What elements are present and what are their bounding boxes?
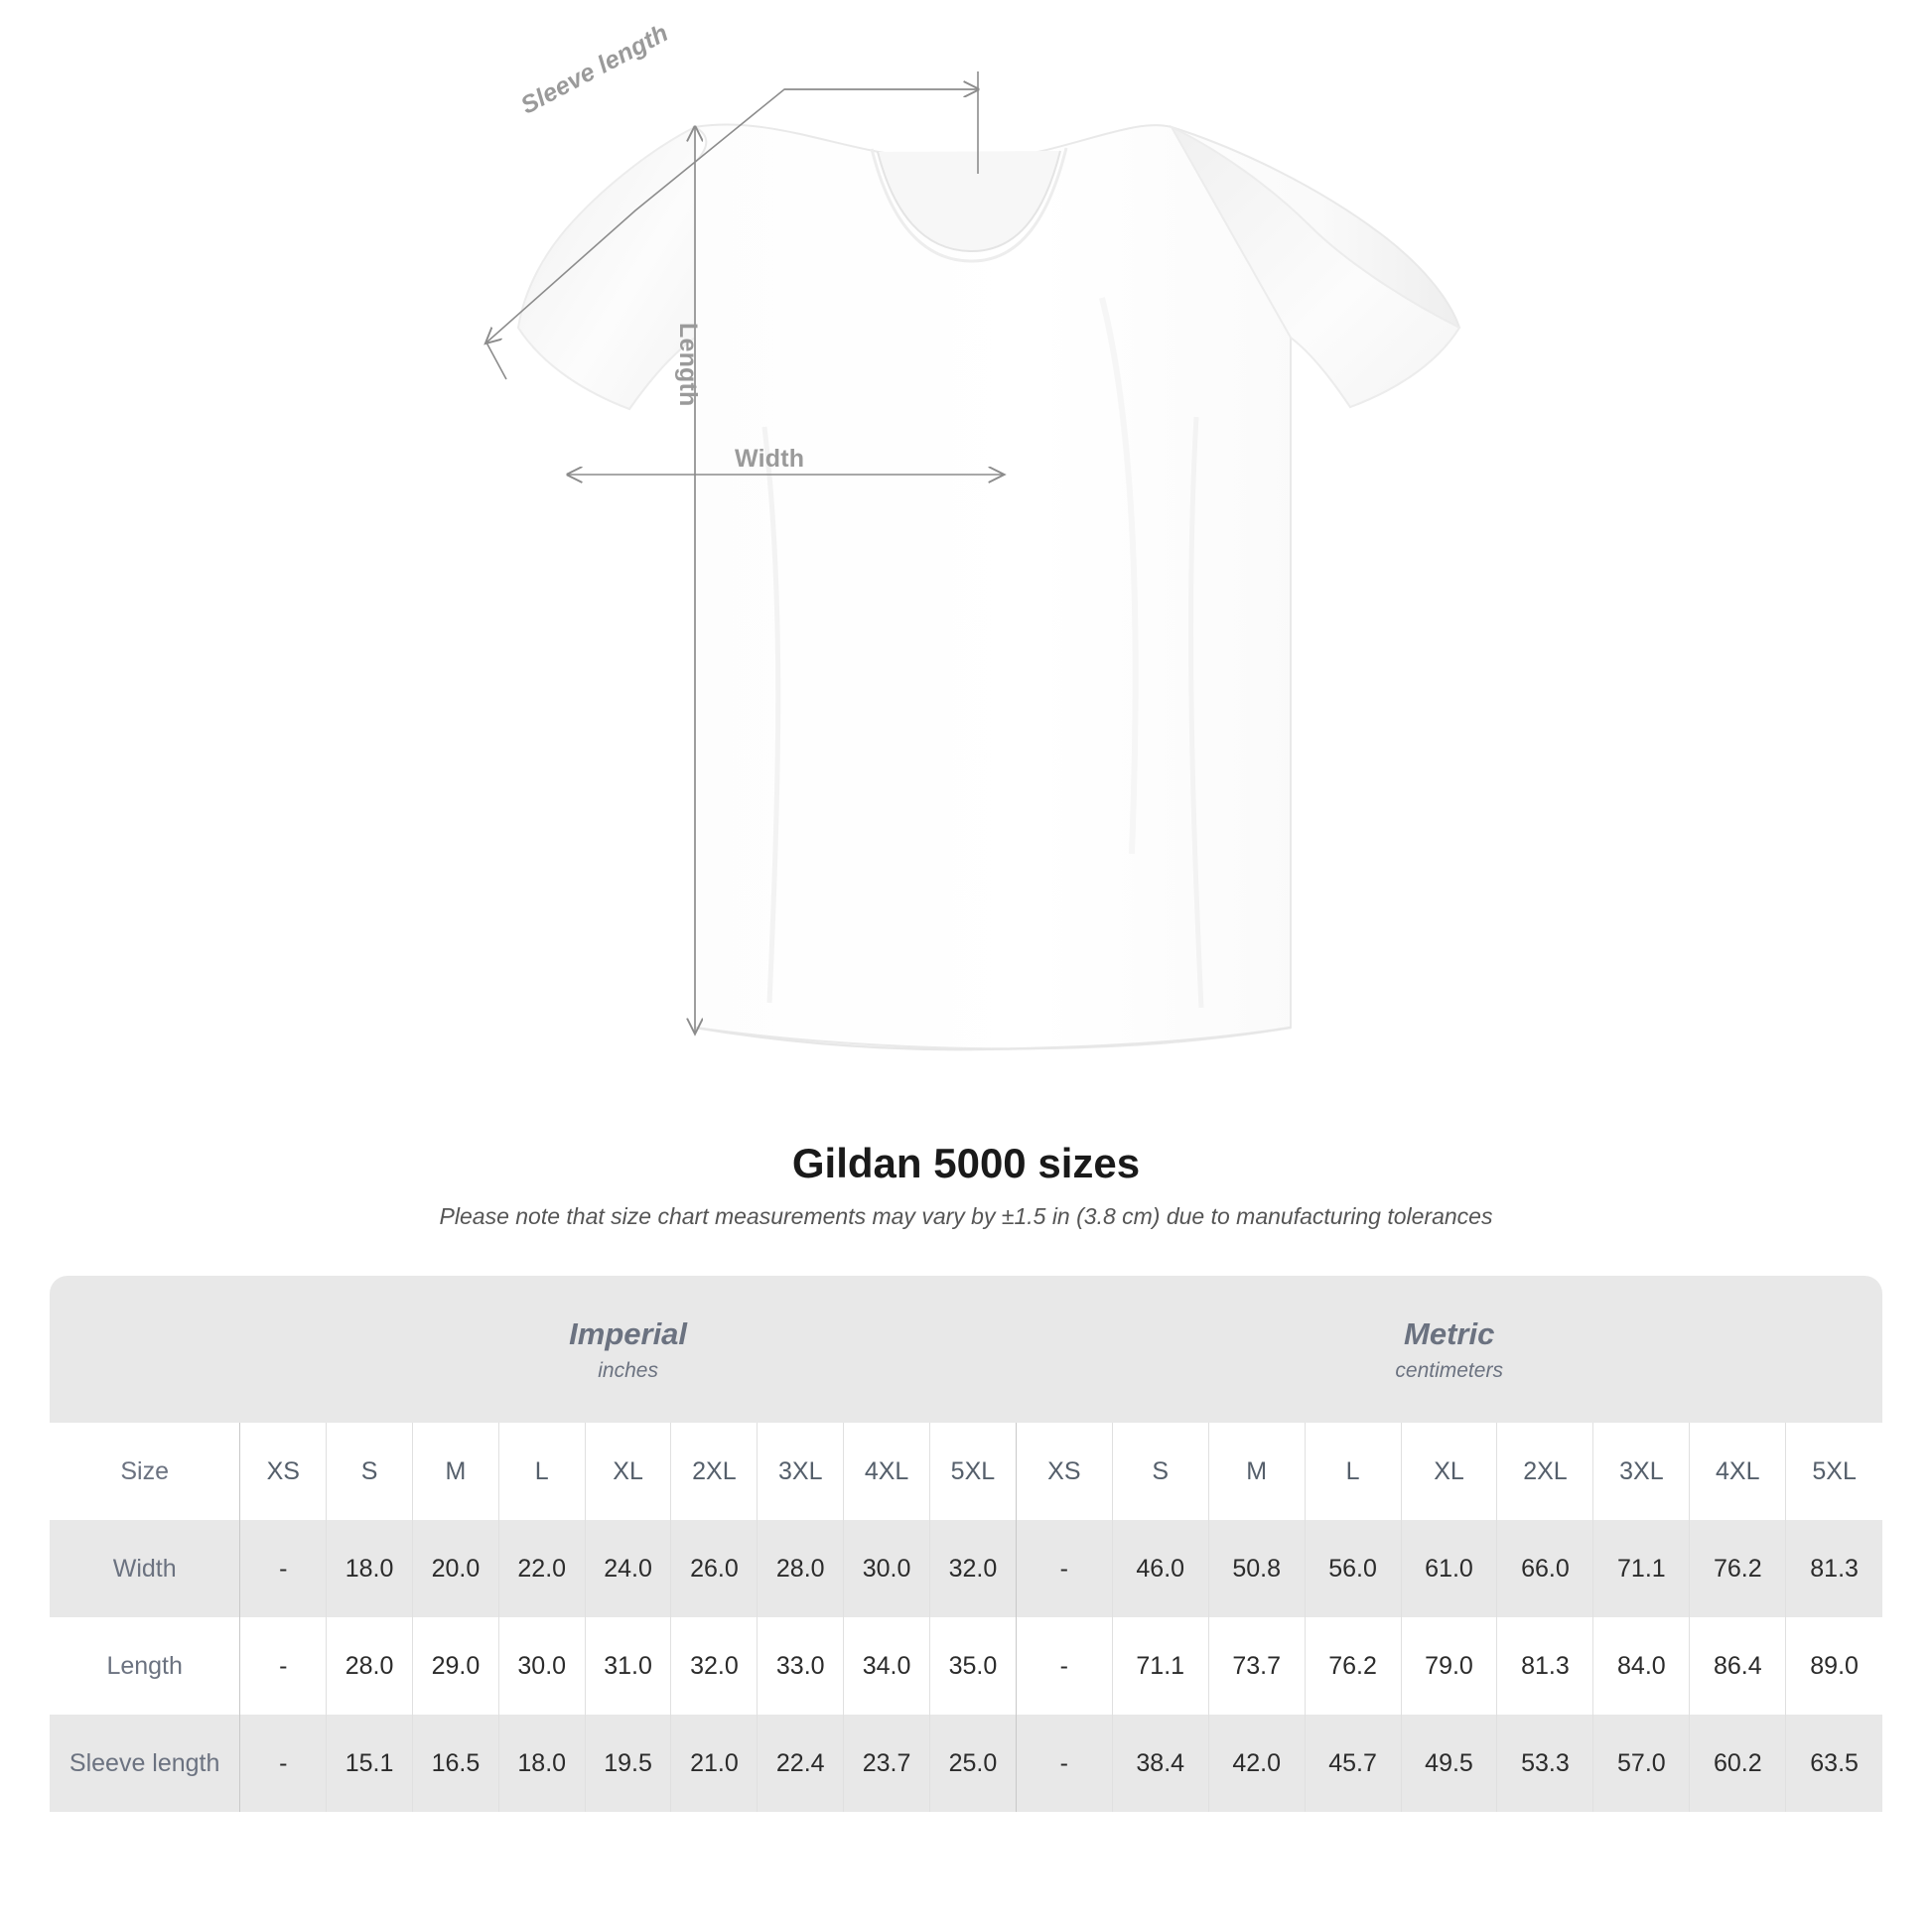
unit-group-name: Imperial bbox=[569, 1316, 688, 1352]
cell-metric-sleeve-length-xs: - bbox=[1015, 1715, 1113, 1812]
size-header-metric-4xl: 4XL bbox=[1689, 1423, 1786, 1520]
cell-metric-sleeve-length-4xl: 60.2 bbox=[1689, 1715, 1786, 1812]
size-chart-table: Imperial inches Metric centimeters Size XS S M L… bbox=[50, 1276, 1882, 1812]
size-header-metric-xl: XL bbox=[1400, 1423, 1497, 1520]
size-header-imperial-xl: XL bbox=[584, 1423, 671, 1520]
cell-imperial-width-m: 20.0 bbox=[412, 1520, 499, 1617]
unit-group-subtitle: inches bbox=[598, 1358, 658, 1382]
cell-imperial-length-l: 30.0 bbox=[497, 1617, 586, 1715]
tshirt-shape bbox=[516, 123, 1461, 1051]
cell-metric-length-5xl: 89.0 bbox=[1785, 1617, 1882, 1715]
size-header-metric-5xl: 5XL bbox=[1785, 1423, 1882, 1520]
size-header-imperial-l: L bbox=[497, 1423, 586, 1520]
cell-metric-width-l: 56.0 bbox=[1304, 1520, 1402, 1617]
cell-imperial-sleeve-length-3xl: 22.4 bbox=[757, 1715, 844, 1812]
cell-imperial-width-xs: - bbox=[239, 1520, 327, 1617]
page-title: Gildan 5000 sizes bbox=[791, 1140, 1141, 1186]
cell-imperial-width-s: 18.0 bbox=[326, 1520, 413, 1617]
cell-metric-length-4xl: 86.4 bbox=[1689, 1617, 1786, 1715]
size-header-imperial-5xl: 5XL bbox=[928, 1423, 1017, 1520]
cell-imperial-length-5xl: 35.0 bbox=[928, 1617, 1017, 1715]
cell-imperial-width-5xl: 32.0 bbox=[928, 1520, 1017, 1617]
row-label-sleeve-length: Sleeve length bbox=[69, 1748, 220, 1777]
cell-imperial-width-2xl: 26.0 bbox=[670, 1520, 758, 1617]
cell-metric-width-s: 46.0 bbox=[1111, 1520, 1209, 1617]
cell-imperial-sleeve-length-m: 16.5 bbox=[412, 1715, 499, 1812]
tshirt-diagram: Sleeve length Length Width bbox=[0, 19, 1461, 1051]
size-header-label: Size bbox=[120, 1456, 169, 1485]
cell-imperial-sleeve-length-xl: 19.5 bbox=[584, 1715, 671, 1812]
size-header-imperial-m: M bbox=[412, 1423, 499, 1520]
cell-metric-length-l: 76.2 bbox=[1304, 1617, 1402, 1715]
cell-imperial-sleeve-length-s: 15.1 bbox=[326, 1715, 413, 1812]
cell-imperial-sleeve-length-l: 18.0 bbox=[497, 1715, 586, 1812]
cell-imperial-length-xs: - bbox=[239, 1617, 327, 1715]
cell-metric-sleeve-length-xl: 49.5 bbox=[1400, 1715, 1497, 1812]
unit-group-header-row: Imperial inches Metric centimeters bbox=[50, 1276, 1882, 1423]
cell-metric-length-s: 71.1 bbox=[1111, 1617, 1209, 1715]
cell-metric-sleeve-length-2xl: 53.3 bbox=[1496, 1715, 1593, 1812]
size-header-imperial-3xl: 3XL bbox=[757, 1423, 844, 1520]
size-header-imperial-2xl: 2XL bbox=[670, 1423, 758, 1520]
size-header-metric-l: L bbox=[1304, 1423, 1402, 1520]
size-header-metric-2xl: 2XL bbox=[1496, 1423, 1593, 1520]
cell-imperial-sleeve-length-2xl: 21.0 bbox=[670, 1715, 758, 1812]
cell-imperial-length-m: 29.0 bbox=[412, 1617, 499, 1715]
unit-group-subtitle: centimeters bbox=[1395, 1358, 1503, 1382]
tshirt-illustration bbox=[0, 71, 1461, 1051]
cell-metric-width-xl: 61.0 bbox=[1400, 1520, 1497, 1617]
size-header-metric-3xl: 3XL bbox=[1592, 1423, 1690, 1520]
tolerance-note: Please note that size chart measurements… bbox=[439, 1203, 1493, 1230]
cell-imperial-width-3xl: 28.0 bbox=[757, 1520, 844, 1617]
cell-imperial-width-xl: 24.0 bbox=[584, 1520, 671, 1617]
length-label: Length bbox=[674, 323, 702, 407]
cell-metric-sleeve-length-s: 38.4 bbox=[1111, 1715, 1209, 1812]
size-header-imperial-4xl: 4XL bbox=[843, 1423, 930, 1520]
cell-metric-sleeve-length-l: 45.7 bbox=[1304, 1715, 1402, 1812]
cell-metric-sleeve-length-5xl: 63.5 bbox=[1785, 1715, 1882, 1812]
row-label-length: Length bbox=[106, 1651, 183, 1680]
cell-metric-sleeve-length-3xl: 57.0 bbox=[1592, 1715, 1690, 1812]
table-corner-cell bbox=[50, 1276, 240, 1423]
size-header-imperial-xs: XS bbox=[239, 1423, 327, 1520]
cell-metric-width-5xl: 81.3 bbox=[1785, 1520, 1882, 1617]
table-row: Width -18.0 20.0 22.0 24.0 26.0 28.0 30.0 32.0-4… bbox=[50, 1520, 1882, 1617]
size-header-metric-xs: XS bbox=[1015, 1423, 1113, 1520]
size-header-imperial-s: S bbox=[326, 1423, 413, 1520]
unit-group-header-imperial: Imperial inches bbox=[239, 1276, 1017, 1423]
cell-metric-sleeve-length-m: 42.0 bbox=[1207, 1715, 1306, 1812]
cell-metric-length-xl: 79.0 bbox=[1400, 1617, 1497, 1715]
cell-metric-width-3xl: 71.1 bbox=[1592, 1520, 1690, 1617]
width-label: Width bbox=[735, 445, 805, 473]
chart-heading-block: Gildan 5000 sizes Please note that size … bbox=[0, 1140, 1932, 1230]
table-row: Sleeve length -15.1 16.5 18.0 19.5 21.0 22.4 23… bbox=[50, 1715, 1882, 1812]
cell-imperial-width-l: 22.0 bbox=[497, 1520, 586, 1617]
cell-metric-width-2xl: 66.0 bbox=[1496, 1520, 1593, 1617]
cell-metric-length-3xl: 84.0 bbox=[1592, 1617, 1690, 1715]
cell-imperial-sleeve-length-xs: - bbox=[239, 1715, 327, 1812]
cell-metric-width-m: 50.8 bbox=[1207, 1520, 1306, 1617]
cell-imperial-length-4xl: 34.0 bbox=[843, 1617, 930, 1715]
sleeve-length-dimension bbox=[486, 71, 978, 380]
size-header-metric-m: M bbox=[1207, 1423, 1306, 1520]
cell-metric-width-xs: - bbox=[1015, 1520, 1113, 1617]
cell-imperial-length-3xl: 33.0 bbox=[757, 1617, 844, 1715]
cell-metric-length-xs: - bbox=[1015, 1617, 1113, 1715]
size-header-metric-s: S bbox=[1111, 1423, 1209, 1520]
cell-imperial-length-2xl: 32.0 bbox=[670, 1617, 758, 1715]
size-header-row: Size XS S M L XL 2XL 3XL 4XL 5XL XS S M L XL 2XL 3XL 4XL 5… bbox=[50, 1423, 1882, 1520]
table-row: Length -28.0 29.0 30.0 31.0 32.0 33.0 34.0 35.0-… bbox=[50, 1617, 1882, 1715]
cell-imperial-sleeve-length-5xl: 25.0 bbox=[928, 1715, 1017, 1812]
cell-imperial-length-xl: 31.0 bbox=[584, 1617, 671, 1715]
cell-imperial-length-s: 28.0 bbox=[326, 1617, 413, 1715]
unit-group-name: Metric bbox=[1404, 1316, 1495, 1352]
size-chart-table-wrap: Imperial inches Metric centimeters Size XS S M L… bbox=[50, 1276, 1882, 1812]
row-label-width: Width bbox=[112, 1554, 177, 1583]
unit-group-header-metric: Metric centimeters bbox=[1016, 1276, 1882, 1423]
cell-metric-length-2xl: 81.3 bbox=[1496, 1617, 1593, 1715]
cell-imperial-width-4xl: 30.0 bbox=[843, 1520, 930, 1617]
cell-metric-width-4xl: 76.2 bbox=[1689, 1520, 1786, 1617]
cell-metric-length-m: 73.7 bbox=[1207, 1617, 1306, 1715]
cell-imperial-sleeve-length-4xl: 23.7 bbox=[843, 1715, 930, 1812]
